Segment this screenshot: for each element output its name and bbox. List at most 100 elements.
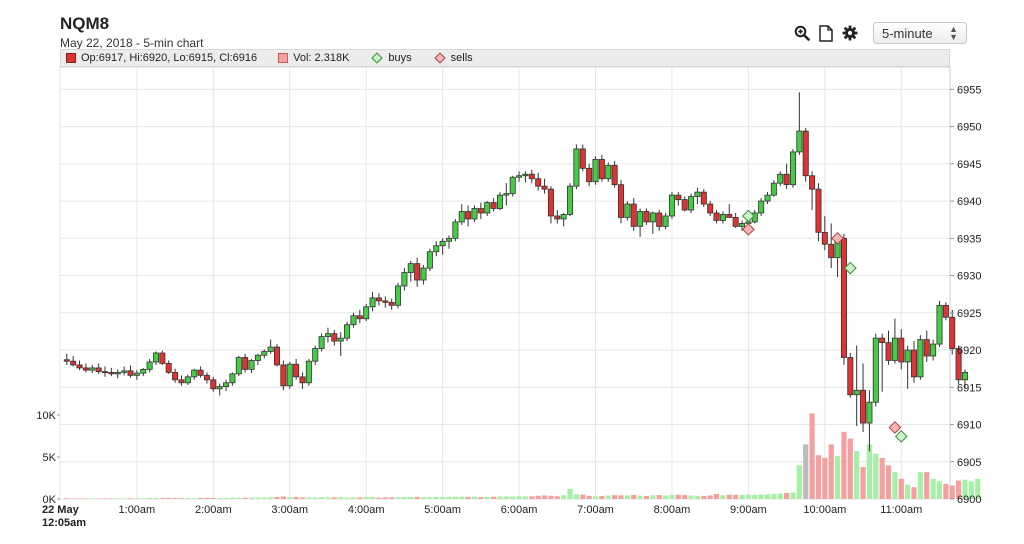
candle[interactable] <box>229 372 236 386</box>
candle[interactable] <box>840 233 847 365</box>
candle[interactable] <box>280 360 287 391</box>
candle[interactable] <box>267 339 274 354</box>
candle[interactable] <box>700 189 707 208</box>
candle[interactable] <box>528 169 535 184</box>
candle[interactable] <box>235 355 242 377</box>
candle[interactable] <box>344 321 351 342</box>
gear-icon[interactable] <box>841 24 859 42</box>
candle[interactable] <box>911 341 918 383</box>
candle[interactable] <box>76 360 83 371</box>
candle[interactable] <box>484 201 491 216</box>
sell-marker[interactable] <box>742 223 755 236</box>
candle[interactable] <box>254 353 261 365</box>
candle[interactable] <box>102 366 109 377</box>
candle[interactable] <box>579 144 586 172</box>
candle[interactable] <box>286 361 293 389</box>
candle[interactable] <box>898 329 905 370</box>
document-icon[interactable] <box>817 24 835 42</box>
buy-marker[interactable] <box>894 430 908 443</box>
buy-marker[interactable] <box>843 261 857 275</box>
candle[interactable] <box>885 330 892 365</box>
candle[interactable] <box>828 223 835 269</box>
candle[interactable] <box>337 332 344 356</box>
candle[interactable] <box>605 162 612 182</box>
candle[interactable] <box>452 218 459 242</box>
candle[interactable] <box>95 363 102 374</box>
candle[interactable] <box>305 358 312 386</box>
candle[interactable] <box>140 367 147 377</box>
candle[interactable] <box>955 345 962 385</box>
candle[interactable] <box>713 210 720 224</box>
candle[interactable] <box>426 248 433 272</box>
candle[interactable] <box>707 201 714 216</box>
candle[interactable] <box>547 186 554 224</box>
candle[interactable] <box>445 235 452 249</box>
candle[interactable] <box>356 309 363 324</box>
candle[interactable] <box>350 312 357 328</box>
candle[interactable] <box>535 172 542 191</box>
candle[interactable] <box>942 302 949 321</box>
candle[interactable] <box>643 208 650 225</box>
candle[interactable] <box>312 345 319 365</box>
candle[interactable] <box>586 163 593 187</box>
candle[interactable] <box>363 303 370 321</box>
candle[interactable] <box>159 350 166 365</box>
candle[interactable] <box>70 355 77 367</box>
candle[interactable] <box>477 202 484 219</box>
candle[interactable] <box>133 370 140 380</box>
candle[interactable] <box>63 353 70 365</box>
candle[interactable] <box>121 366 128 376</box>
interval-select[interactable]: 5-minute ▲ ▼ <box>873 22 967 44</box>
candle[interactable] <box>860 363 867 432</box>
candle[interactable] <box>165 360 172 374</box>
candle[interactable] <box>433 241 440 257</box>
candle[interactable] <box>395 283 402 309</box>
candle[interactable] <box>261 349 268 359</box>
candle[interactable] <box>592 156 599 185</box>
candle[interactable] <box>630 198 637 231</box>
candle[interactable] <box>949 309 956 355</box>
candle[interactable] <box>688 193 695 213</box>
candle[interactable] <box>223 379 230 391</box>
candle[interactable] <box>210 376 217 392</box>
candle[interactable] <box>739 220 746 231</box>
candle[interactable] <box>324 327 331 343</box>
legend-sells[interactable]: sells <box>433 52 473 64</box>
candle[interactable] <box>917 335 924 380</box>
buy-marker[interactable] <box>742 209 755 223</box>
candle[interactable] <box>299 372 306 389</box>
candle[interactable] <box>108 367 115 377</box>
candle[interactable] <box>961 369 968 389</box>
candle[interactable] <box>274 344 281 367</box>
candle[interactable] <box>567 183 574 216</box>
legend-buys[interactable]: buys <box>370 52 412 64</box>
candle[interactable] <box>675 192 682 206</box>
candle[interactable] <box>420 265 427 285</box>
candle[interactable] <box>726 204 733 218</box>
candle[interactable] <box>114 369 121 379</box>
candle[interactable] <box>796 92 803 155</box>
candle[interactable] <box>815 183 822 242</box>
candle[interactable] <box>407 260 414 282</box>
candle[interactable] <box>681 196 688 212</box>
candle[interactable] <box>293 358 300 380</box>
candle[interactable] <box>82 363 89 373</box>
candle[interactable] <box>770 180 777 197</box>
candle[interactable] <box>146 358 153 373</box>
sell-marker[interactable] <box>831 231 844 245</box>
candle[interactable] <box>541 178 548 194</box>
candle[interactable] <box>879 333 886 392</box>
sell-marker[interactable] <box>888 421 902 434</box>
candle[interactable] <box>172 368 179 383</box>
candle[interactable] <box>637 208 644 237</box>
candle[interactable] <box>789 148 796 188</box>
candle[interactable] <box>732 212 739 228</box>
candle[interactable] <box>375 293 382 306</box>
candle[interactable] <box>936 300 943 348</box>
candle[interactable] <box>152 351 159 365</box>
candle[interactable] <box>847 353 854 398</box>
candle[interactable] <box>783 163 790 190</box>
candle[interactable] <box>624 201 631 221</box>
candle[interactable] <box>465 205 472 227</box>
